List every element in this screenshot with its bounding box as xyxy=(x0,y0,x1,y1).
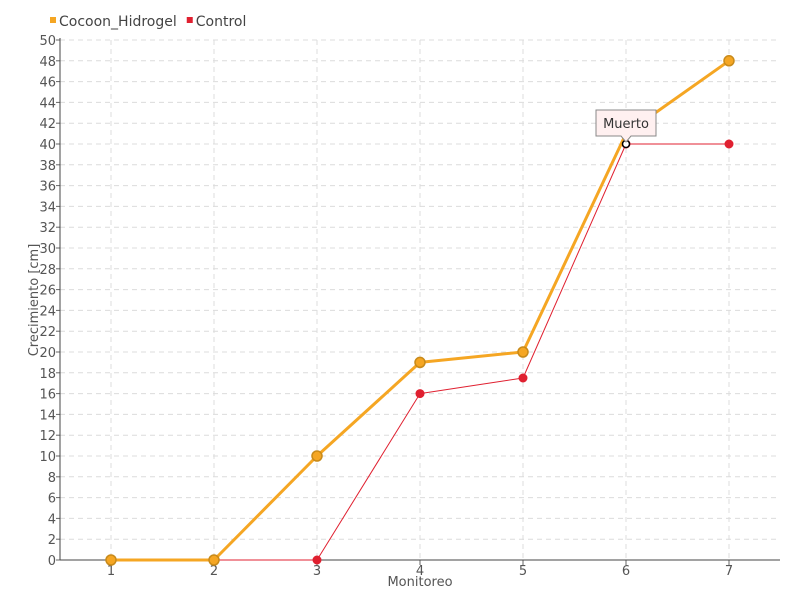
data-point[interactable] xyxy=(105,554,117,566)
y-tick-label: 30 xyxy=(39,242,56,257)
x-tick-label: 7 xyxy=(725,564,733,579)
y-tick-label: 48 xyxy=(39,55,56,70)
y-tick-label: 18 xyxy=(39,367,56,382)
data-point[interactable] xyxy=(312,555,322,565)
y-tick-label: 6 xyxy=(48,492,56,507)
data-point[interactable] xyxy=(208,554,220,566)
y-tick-label: 22 xyxy=(39,325,56,340)
y-tick-label: 44 xyxy=(39,96,56,111)
y-tick-label: 8 xyxy=(48,471,56,486)
tooltip-box xyxy=(595,109,657,143)
y-tick-label: 28 xyxy=(39,263,56,278)
y-tick-label: 32 xyxy=(39,221,56,236)
tooltip: Muerto xyxy=(595,109,657,149)
grid xyxy=(60,39,780,560)
legend-label: Cocoon_Hidrogel xyxy=(59,14,177,30)
y-tick-label: 42 xyxy=(39,117,56,132)
data-point[interactable] xyxy=(311,450,323,462)
y-tick-label: 16 xyxy=(39,388,56,403)
legend-swatch xyxy=(186,17,193,23)
x-tick-label: 5 xyxy=(519,564,527,579)
x-tick-label: 1 xyxy=(107,564,115,579)
data-point[interactable] xyxy=(723,55,735,67)
y-axis-title: Crecimiento [cm] xyxy=(27,244,42,357)
y-tick-label: 12 xyxy=(39,429,56,444)
tooltip-label: Muerto xyxy=(603,117,649,132)
data-point[interactable] xyxy=(518,373,528,383)
x-tick-label: 4 xyxy=(416,564,424,579)
legend-swatch xyxy=(50,17,56,23)
data-point[interactable] xyxy=(414,356,426,369)
data-point[interactable] xyxy=(724,139,734,149)
y-tick-label: 4 xyxy=(48,512,56,527)
legend: Cocoon_Hidrogel Control xyxy=(50,14,246,30)
y-tick-label: 40 xyxy=(39,138,56,153)
x-tick-label: 6 xyxy=(622,564,630,579)
y-tick-label: 20 xyxy=(39,346,56,361)
legend-label: Control xyxy=(196,14,247,30)
y-tick-label: 50 xyxy=(39,34,56,49)
y-tick-label: 0 xyxy=(48,554,56,569)
y-tick-label: 14 xyxy=(39,408,56,423)
x-axis-title: Monitoreo xyxy=(387,575,452,590)
y-tick-label: 10 xyxy=(39,450,56,465)
x-tick-label: 3 xyxy=(313,564,321,579)
x-tick-label: 2 xyxy=(210,564,218,579)
y-tick-label: 26 xyxy=(39,284,56,299)
data-point[interactable] xyxy=(517,346,529,358)
y-tick-label: 38 xyxy=(39,159,56,174)
data-point[interactable] xyxy=(415,389,425,399)
y-tick-label: 2 xyxy=(48,533,56,548)
y-tick-label: 24 xyxy=(39,304,56,319)
y-tick-label: 34 xyxy=(39,200,56,215)
y-tick-label: 46 xyxy=(39,76,56,91)
annotation-layer: Muerto xyxy=(595,109,657,149)
y-tick-label: 36 xyxy=(39,180,56,195)
